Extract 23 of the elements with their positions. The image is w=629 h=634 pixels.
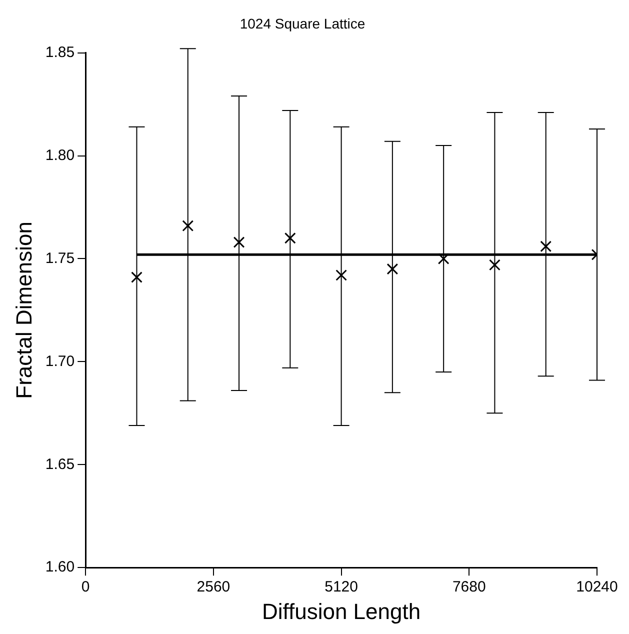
point xyxy=(438,253,450,264)
y-tick-label: 1.65 xyxy=(45,456,75,473)
y-tick-label: 1.70 xyxy=(45,352,75,370)
x-tick-label: 5120 xyxy=(324,578,358,596)
x-tick-label: 0 xyxy=(81,578,90,596)
point xyxy=(540,240,552,252)
chart-title: 1024 Square Lattice xyxy=(240,15,366,32)
x-tick-label: 7680 xyxy=(452,578,486,596)
y-tick-label: 1.80 xyxy=(45,146,75,164)
point xyxy=(284,232,296,244)
y-axis-title: Fractal Dimension xyxy=(11,222,36,399)
point xyxy=(233,236,245,248)
y-tick-label: 1.75 xyxy=(45,250,75,267)
x-tick-label: 10240 xyxy=(576,578,618,596)
point xyxy=(182,220,194,232)
x-axis-title: Diffusion Length xyxy=(262,598,421,624)
point xyxy=(336,269,347,281)
y-tick-label: 1.85 xyxy=(45,44,75,61)
x-tick-label: 2560 xyxy=(196,578,230,596)
point xyxy=(131,272,142,283)
point xyxy=(386,263,398,275)
point xyxy=(489,259,500,271)
y-tick-label: 1.60 xyxy=(45,558,75,576)
